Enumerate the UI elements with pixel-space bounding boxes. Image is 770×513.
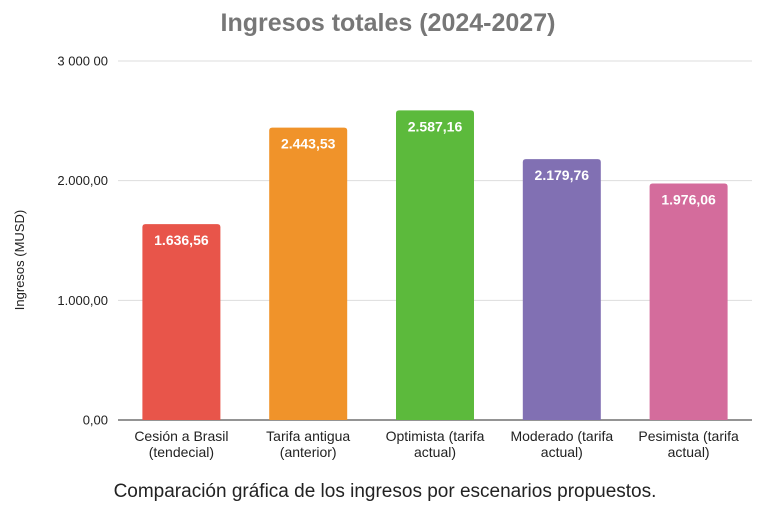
bar xyxy=(522,159,601,420)
y-tick-label: 2.000,00 xyxy=(57,173,108,188)
x-category-label: actual) xyxy=(414,444,456,460)
bar-data-label: 2.587,16 xyxy=(408,118,463,134)
x-category-label: (anterior) xyxy=(280,444,337,460)
figure-caption: Comparación gráfica de los ingresos por … xyxy=(113,481,657,502)
x-category-label: Optimista (tarifa xyxy=(386,428,485,444)
x-category-label: Tarifa antigua xyxy=(266,428,350,444)
y-tick-label: 3 000 00 xyxy=(57,54,108,69)
bar-data-label: 1.636,56 xyxy=(154,232,209,248)
bar xyxy=(269,127,348,420)
y-tick-label: 1.000,00 xyxy=(57,293,108,308)
bar xyxy=(142,224,221,420)
bar-data-label: 2.443,53 xyxy=(281,136,336,152)
y-axis-label: Ingresos (MUSD) xyxy=(12,210,27,310)
bar xyxy=(649,183,728,420)
x-category-label: (tendecial) xyxy=(149,444,214,460)
x-category-label: Moderado (tarifa xyxy=(510,428,613,444)
x-category-label: Cesión a Brasil xyxy=(134,428,228,444)
x-category-label: Pesimista (tarifa xyxy=(638,428,739,444)
chart-title: Ingresos totales (2024-2027) xyxy=(221,9,556,37)
x-category-label: actual) xyxy=(541,444,583,460)
x-category-label: actual) xyxy=(668,444,710,460)
bar-data-label: 2.179,76 xyxy=(535,167,590,183)
bar xyxy=(396,110,474,420)
bar-data-label: 1.976,06 xyxy=(661,192,716,208)
y-tick-label: 0,00 xyxy=(83,413,108,428)
